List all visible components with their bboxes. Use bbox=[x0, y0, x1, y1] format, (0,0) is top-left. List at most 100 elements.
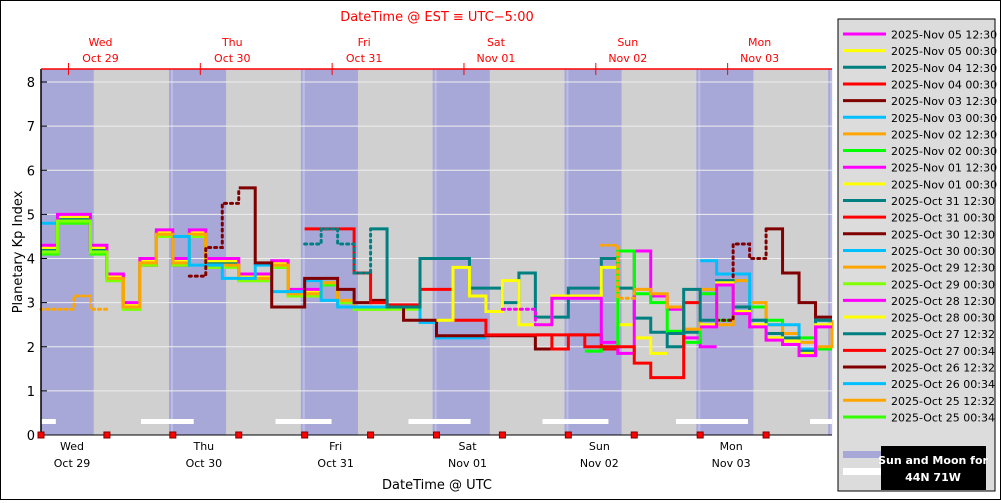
legend-night-swatch bbox=[843, 451, 887, 458]
top-tick-day: Fri bbox=[358, 36, 371, 49]
x-tick-day: Wed bbox=[60, 440, 84, 453]
legend-item: 2025-Nov 05 12:30 bbox=[843, 29, 997, 42]
x-tick-date: Oct 30 bbox=[186, 457, 223, 470]
legend-item: 2025-Oct 27 00:34 bbox=[843, 345, 995, 358]
x-tick-day: Mon bbox=[720, 440, 743, 453]
legend-label: 2025-Nov 05 00:30 bbox=[891, 45, 997, 58]
x-tick-marker bbox=[564, 431, 572, 439]
x-tick-date: Oct 29 bbox=[54, 457, 91, 470]
night-band bbox=[828, 69, 832, 435]
legend-label: 2025-Oct 26 00:34 bbox=[891, 378, 995, 391]
legend-label: 2025-Oct 28 00:30 bbox=[891, 312, 995, 325]
series-2025-oct-29-12-30 bbox=[106, 232, 371, 309]
x-tick-marker bbox=[169, 431, 177, 439]
sun-moon-label-line2: 44N 71W bbox=[905, 471, 961, 484]
x-tick-marker bbox=[762, 431, 770, 439]
top-tick-day: Sun bbox=[617, 36, 638, 49]
x-tick-marker bbox=[103, 431, 111, 439]
x-tick-date: Oct 31 bbox=[317, 457, 354, 470]
x-tick-day: Fri bbox=[329, 440, 342, 453]
x-tick-day: Thu bbox=[192, 440, 214, 453]
legend-item: 2025-Nov 02 12:30 bbox=[843, 128, 997, 141]
series-line bbox=[370, 227, 701, 349]
plot-area: 0 1 2 3 4 5 6 7 8 Wed Oct 29 Thu Oct 30 Fri Oct 31 Sat N… bbox=[27, 36, 834, 470]
sun-moon-label-box bbox=[881, 446, 986, 490]
x-tick-marker bbox=[235, 431, 243, 439]
x-tick-marker bbox=[301, 431, 309, 439]
top-tick-date: Oct 29 bbox=[82, 52, 119, 65]
moon-bar bbox=[41, 419, 56, 424]
x-tick-date: Nov 02 bbox=[580, 457, 619, 470]
legend-label: 2025-Oct 25 00:34 bbox=[891, 411, 995, 424]
legend-label: 2025-Nov 05 12:30 bbox=[891, 29, 997, 42]
series-2025-oct-30-00-30 bbox=[172, 234, 486, 340]
legend-item: 2025-Nov 03 00:30 bbox=[843, 112, 997, 125]
night-band bbox=[300, 69, 358, 435]
y-tick-label: 7 bbox=[27, 120, 35, 135]
y-tick-label: 4 bbox=[27, 253, 35, 268]
top-tick-date: Oct 31 bbox=[346, 52, 383, 65]
legend-item: 2025-Oct 27 12:32 bbox=[843, 328, 995, 341]
sun-moon-label-line1: Sun and Moon for bbox=[878, 454, 988, 467]
legend-item: 2025-Oct 31 12:30 bbox=[843, 195, 995, 208]
legend-label: 2025-Oct 28 12:30 bbox=[891, 295, 995, 308]
legend-label: 2025-Nov 01 12:30 bbox=[891, 162, 997, 175]
legend-item: 2025-Oct 26 00:34 bbox=[843, 378, 995, 391]
legend-label: 2025-Oct 29 12:30 bbox=[891, 262, 995, 275]
legend: 2025-Nov 05 12:30 2025-Nov 05 00:30 2025-N… bbox=[837, 18, 997, 492]
series-line bbox=[172, 234, 486, 340]
legend-label: 2025-Nov 01 00:30 bbox=[891, 178, 997, 191]
y-tick-label: 6 bbox=[27, 164, 35, 179]
series-2025-oct-31-12-30 bbox=[303, 227, 701, 349]
moon-bar bbox=[675, 419, 748, 424]
twilight-stripe bbox=[434, 69, 437, 435]
series-dotted-line bbox=[599, 243, 636, 300]
top-tick-day: Mon bbox=[748, 36, 771, 49]
series-2025-nov-04-00-30 bbox=[535, 301, 701, 380]
legend-item: 2025-Oct 29 00:30 bbox=[843, 278, 995, 291]
x-tick-marker bbox=[696, 431, 704, 439]
legend-label: 2025-Oct 26 12:32 bbox=[891, 362, 995, 375]
top-tick-day: Wed bbox=[88, 36, 112, 49]
night-band bbox=[432, 69, 490, 435]
legend-item: 2025-Nov 04 12:30 bbox=[843, 62, 997, 75]
legend-label: 2025-Oct 27 00:34 bbox=[891, 345, 995, 358]
x-axis-label: DateTime @ UTC bbox=[382, 478, 492, 493]
moon-bar bbox=[275, 419, 332, 424]
top-tick-date: Nov 01 bbox=[476, 52, 515, 65]
legend-label: 2025-Nov 02 00:30 bbox=[891, 145, 997, 158]
night-band bbox=[564, 69, 622, 435]
x-tick-date: Nov 01 bbox=[448, 457, 487, 470]
legend-item: 2025-Oct 25 00:34 bbox=[843, 411, 995, 424]
legend-label: 2025-Nov 03 00:30 bbox=[891, 112, 997, 125]
legend-label: 2025-Oct 29 00:30 bbox=[891, 278, 995, 291]
night-band bbox=[168, 69, 227, 435]
legend-label: 2025-Nov 02 12:30 bbox=[891, 128, 997, 141]
series-2025-nov-05-12-30 bbox=[700, 283, 832, 358]
legend-item: 2025-Oct 25 12:32 bbox=[843, 395, 995, 408]
legend-item: 2025-Nov 01 00:30 bbox=[843, 178, 997, 191]
legend-item: 2025-Oct 28 00:30 bbox=[843, 312, 995, 325]
x-tick-day: Sun bbox=[589, 440, 610, 453]
legend-item: 2025-Nov 05 00:30 bbox=[843, 45, 997, 58]
x-tick-day: Sat bbox=[458, 440, 477, 453]
twilight-stripe bbox=[698, 69, 701, 435]
y-tick-label: 1 bbox=[27, 385, 35, 400]
legend-moon-swatch bbox=[843, 468, 887, 475]
y-tick-label: 8 bbox=[27, 76, 35, 91]
series-line bbox=[535, 301, 701, 380]
legend-item: 2025-Nov 02 00:30 bbox=[843, 145, 997, 158]
top-tick-date: Oct 30 bbox=[214, 52, 251, 65]
legend-label: 2025-Oct 31 00:30 bbox=[891, 212, 995, 225]
legend-item: 2025-Oct 29 12:30 bbox=[843, 262, 995, 275]
series-2025-nov-03-12-30 bbox=[715, 227, 832, 322]
x-tick-marker bbox=[630, 431, 638, 439]
twilight-stripe bbox=[830, 69, 833, 435]
legend-label: 2025-Oct 30 12:30 bbox=[891, 228, 995, 241]
series-line bbox=[766, 227, 832, 319]
x-tick-marker bbox=[498, 431, 506, 439]
top-tick-date: Nov 02 bbox=[608, 52, 647, 65]
series-dotted-line bbox=[187, 186, 241, 278]
